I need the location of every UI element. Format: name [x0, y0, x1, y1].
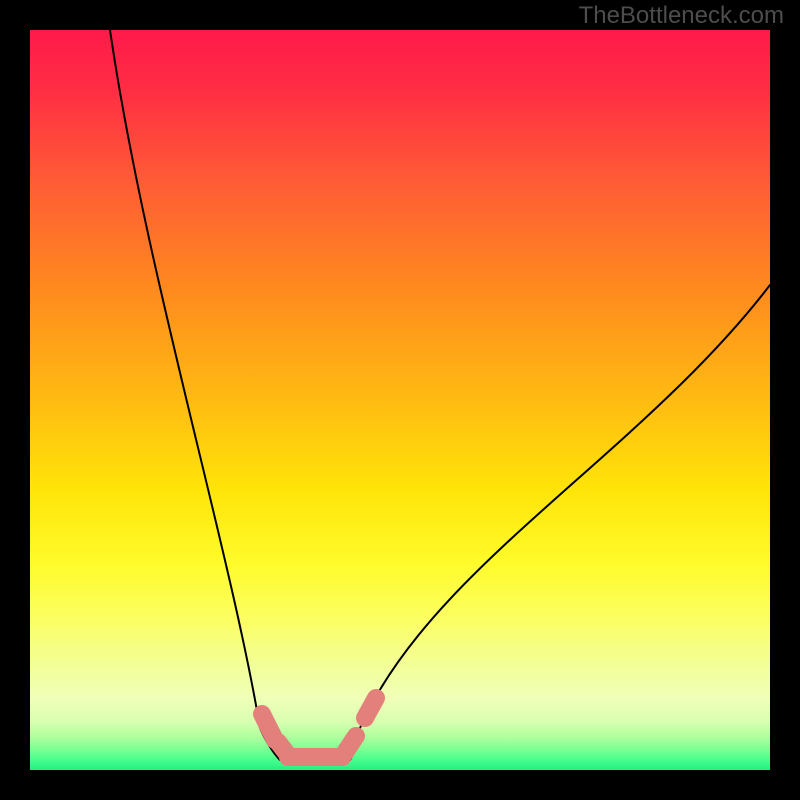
plot-area: [30, 30, 770, 770]
marker-segment: [365, 698, 376, 718]
plot-svg: [30, 30, 770, 770]
marker-segment: [342, 736, 356, 757]
figure-root: TheBottleneck.com: [0, 0, 800, 800]
watermark-text: TheBottleneck.com: [579, 2, 784, 30]
